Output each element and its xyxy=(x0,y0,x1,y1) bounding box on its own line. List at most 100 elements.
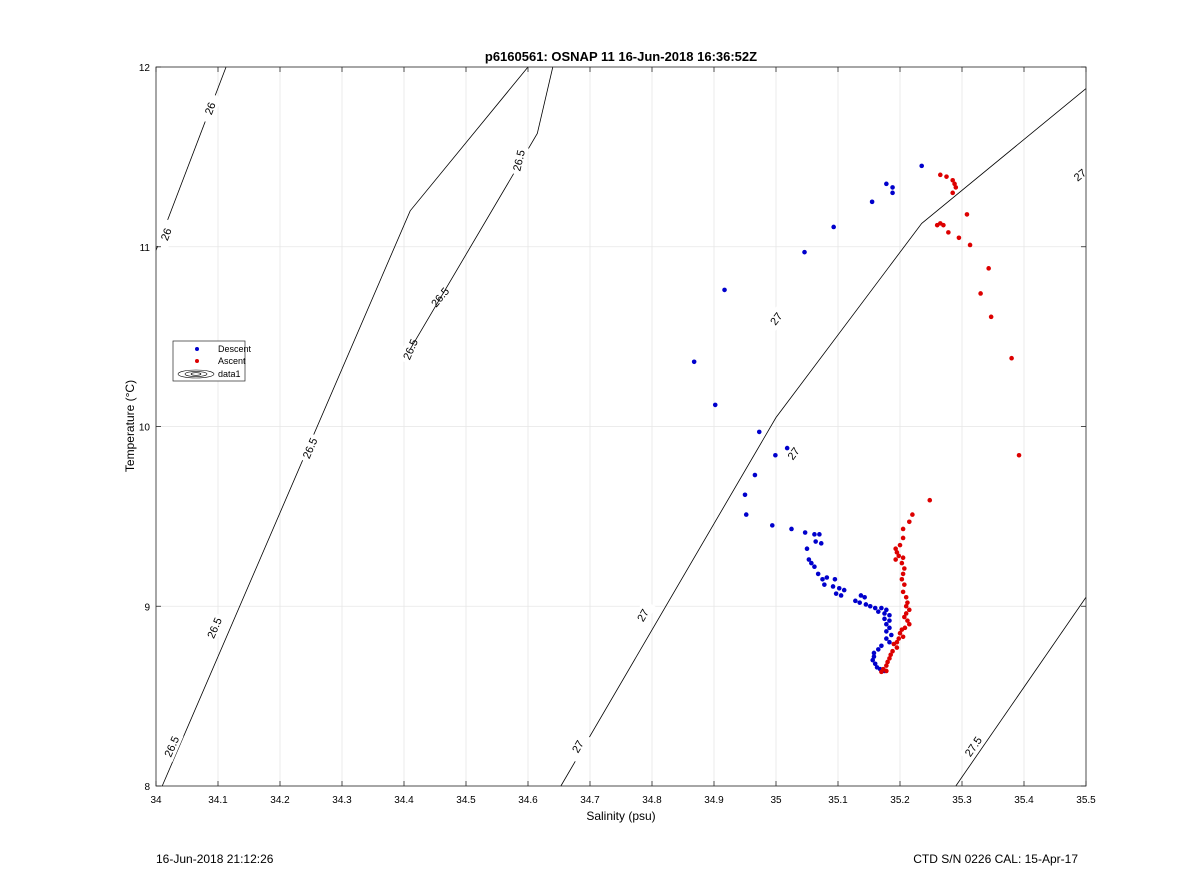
descent-point xyxy=(838,593,844,598)
x-tick-label: 34.9 xyxy=(704,795,724,806)
contour-label-group: 27 xyxy=(564,730,591,763)
descent-point xyxy=(722,287,727,293)
descent-point xyxy=(884,636,889,641)
contour-label-bg xyxy=(779,438,808,469)
contour-label-bg xyxy=(508,145,529,176)
ascent-point xyxy=(910,512,915,517)
y-axis-ticks: 8 9 10 11 12 xyxy=(139,63,1086,793)
contour-label-group: 26.5 xyxy=(425,281,455,313)
descent-point xyxy=(691,359,697,365)
descent-point xyxy=(876,647,881,652)
ascent-point xyxy=(900,634,906,640)
legend-data1-label: data1 xyxy=(218,369,241,379)
descent-point xyxy=(769,523,775,528)
contour-label: 26.5 xyxy=(205,616,225,640)
x-axis-ticks: 34 34.1 34.2 34.3 34.4 34.5 34.6 34.7 34.8 34.9 35… xyxy=(150,67,1096,806)
ascent-point xyxy=(891,641,897,647)
ascent-point xyxy=(953,185,959,190)
ascent-point xyxy=(899,576,905,582)
ascent-point xyxy=(905,618,910,623)
contour-label-bg xyxy=(425,281,455,313)
descent-point xyxy=(863,602,869,607)
ascent-point xyxy=(903,603,909,609)
descent-point xyxy=(830,584,836,589)
descent-point xyxy=(879,643,884,649)
descent-point xyxy=(882,611,887,616)
contour-label: 27 xyxy=(570,739,587,756)
ascent-point xyxy=(941,222,946,228)
legend: Descent Ascent data1 xyxy=(172,340,252,382)
ascent-point xyxy=(902,582,907,587)
ascent-point xyxy=(900,589,906,595)
legend-descent-label: Descent xyxy=(218,344,252,354)
descent-point xyxy=(871,650,877,656)
descent-point xyxy=(884,629,889,634)
density-contour-line xyxy=(161,66,529,787)
contour-label-bg xyxy=(159,730,184,763)
ascent-point xyxy=(986,266,991,271)
x-tick-label: 35.4 xyxy=(1014,795,1034,806)
y-tick-label: 8 xyxy=(144,782,150,793)
descent-point xyxy=(882,616,887,622)
descent-point xyxy=(822,582,827,587)
y-axis-label: Temperature (°C) xyxy=(123,380,137,472)
x-tick-label: 34.7 xyxy=(580,795,600,806)
descent-point xyxy=(853,598,858,604)
ascent-point xyxy=(888,652,893,658)
contour-label: 27 xyxy=(635,607,652,624)
contour-label: 26 xyxy=(203,101,219,117)
contour-label: 26.5 xyxy=(301,436,321,460)
descent-point xyxy=(789,526,794,532)
ascent-point xyxy=(894,550,900,555)
descent-point xyxy=(871,654,877,659)
ascent-point xyxy=(903,611,909,616)
ascent-point xyxy=(944,174,949,179)
ascent-point xyxy=(890,648,895,654)
descent-point xyxy=(820,576,825,582)
contour-label-group: 26.5 xyxy=(159,730,184,763)
descent-point xyxy=(743,512,749,517)
contour-label-group: 27 xyxy=(761,303,791,335)
x-tick-label: 34.6 xyxy=(518,795,538,806)
contour-label: 27 xyxy=(786,446,803,463)
contour-label-group: 26.5 xyxy=(508,145,529,176)
ascent-point xyxy=(900,571,906,577)
x-tick-label: 34 xyxy=(150,795,162,806)
ascent-point xyxy=(896,636,902,641)
density-contour-line xyxy=(560,88,1087,787)
ascent-point xyxy=(950,190,955,196)
data-series xyxy=(691,163,1022,675)
legend-descent-marker xyxy=(195,347,199,351)
descent-point xyxy=(809,560,814,566)
ascent-point xyxy=(950,177,955,183)
ascent-point xyxy=(903,594,909,600)
descent-point xyxy=(773,452,778,458)
descent-point xyxy=(869,199,875,205)
contour-label-group: 27 xyxy=(1064,160,1096,190)
descent-point xyxy=(879,605,884,611)
y-tick-label: 10 xyxy=(139,423,151,434)
ascent-point xyxy=(884,663,889,668)
descent-point xyxy=(890,185,895,190)
x-tick-label: 34.1 xyxy=(208,795,228,806)
contour-label-bg xyxy=(629,599,656,631)
descent-point xyxy=(867,603,873,609)
descent-point xyxy=(756,429,762,435)
descent-point xyxy=(889,632,894,638)
descent-point xyxy=(802,249,807,255)
legend-ascent-marker xyxy=(195,359,199,363)
descent-point xyxy=(832,576,838,582)
descent-point xyxy=(812,564,817,570)
descent-point xyxy=(806,557,812,562)
descent-point xyxy=(742,492,748,498)
contour-label-bg xyxy=(959,730,987,762)
contour-label-group: 26.5 xyxy=(297,432,322,464)
descent-point xyxy=(784,445,790,451)
ascent-point xyxy=(894,645,900,650)
descent-point xyxy=(890,190,895,196)
descent-point xyxy=(887,639,892,645)
ascent-point xyxy=(884,668,889,674)
contour-label-bg xyxy=(154,218,178,250)
descent-point xyxy=(817,532,822,537)
ascent-point xyxy=(885,659,890,665)
